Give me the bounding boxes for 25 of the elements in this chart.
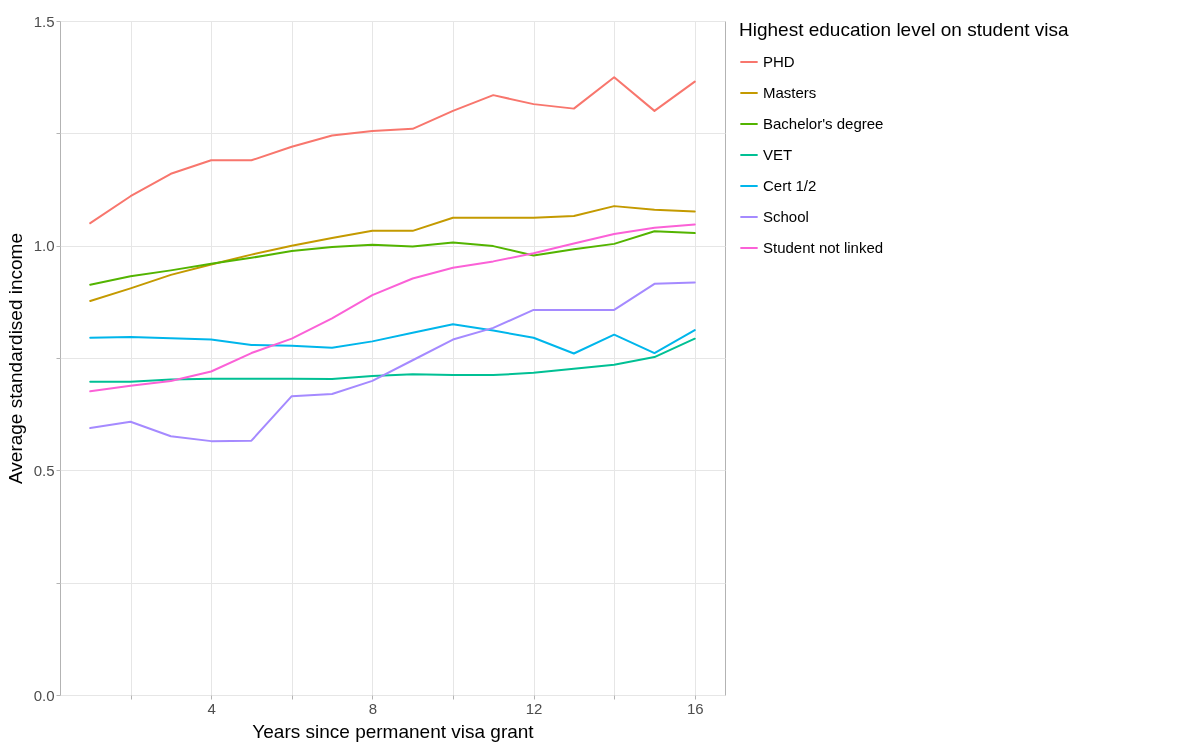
y-axis-title: Average standardised income xyxy=(4,232,26,485)
line-series xyxy=(89,323,696,355)
legend-label: Bachelor's degree xyxy=(763,115,884,132)
line-series xyxy=(89,76,696,225)
x-tick-label: 8 xyxy=(368,699,378,717)
y-tick-label: 1.5 xyxy=(33,12,55,30)
line-series xyxy=(89,281,696,443)
legend-label: Student not linked xyxy=(763,239,884,256)
line-series xyxy=(89,205,696,302)
x-tick-label: 12 xyxy=(525,699,543,717)
line-series xyxy=(89,223,696,393)
x-axis-title: Years since permanent visa grant xyxy=(252,720,535,742)
y-tick-label: 0.5 xyxy=(33,461,55,479)
legend-label: PHD xyxy=(763,53,795,70)
legend-title: Highest education level on student visa xyxy=(739,19,1069,40)
legend-label: VET xyxy=(763,146,793,163)
legend-label: Masters xyxy=(763,84,817,101)
legend-label: Cert 1/2 xyxy=(763,177,817,194)
x-tick-label: 4 xyxy=(207,699,216,717)
y-tick-label: 0.0 xyxy=(33,686,55,704)
x-tick-label: 16 xyxy=(686,699,704,717)
legend-label: School xyxy=(763,208,809,225)
y-tick-label: 1.0 xyxy=(33,237,55,255)
line-series xyxy=(89,230,696,286)
line-series xyxy=(89,337,696,383)
